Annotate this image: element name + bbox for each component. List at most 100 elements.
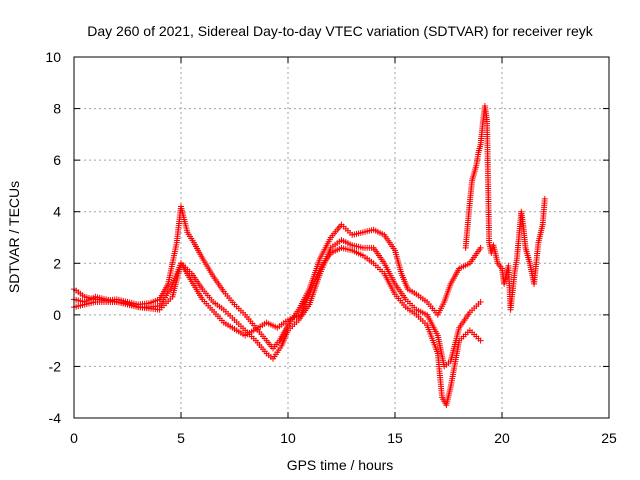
data-point [455, 267, 462, 274]
data-point [390, 289, 397, 296]
data-point [164, 282, 171, 289]
data-point [526, 258, 533, 265]
data-point [283, 324, 290, 331]
data-point [261, 348, 268, 355]
y-tick-label: 6 [53, 152, 61, 168]
data-point [229, 299, 236, 306]
data-point [522, 242, 529, 249]
data-point [133, 303, 140, 310]
data-point [438, 392, 445, 399]
data-point [411, 289, 418, 296]
data-point [240, 325, 247, 332]
x-tick-label: 0 [70, 430, 78, 446]
data-point [401, 294, 408, 301]
y-tick-label: 4 [53, 204, 61, 220]
data-point [326, 236, 333, 243]
data-point [368, 258, 375, 265]
data-point [173, 241, 180, 248]
y-tick-label: -2 [49, 358, 62, 374]
data-point [445, 359, 452, 366]
y-tick-label: 2 [53, 255, 61, 271]
data-points [71, 102, 548, 409]
data-point [455, 326, 462, 333]
y-tick-label: 8 [53, 101, 61, 117]
data-point [336, 238, 343, 245]
data-point [316, 257, 323, 264]
data-point [404, 284, 411, 291]
data-point [475, 335, 482, 342]
data-point [357, 244, 364, 251]
data-point [411, 304, 418, 311]
data-point [229, 314, 236, 321]
data-point [535, 241, 542, 248]
data-point [240, 309, 247, 316]
data-point [347, 241, 354, 248]
y-tick-label: 10 [45, 49, 61, 65]
series-track-c [71, 244, 484, 409]
data-point [497, 263, 504, 270]
data-point [208, 271, 215, 278]
data-point [440, 301, 447, 308]
data-point [421, 320, 428, 327]
data-point [183, 227, 190, 234]
data-point [357, 251, 364, 258]
data-point [218, 305, 225, 312]
data-point [472, 164, 479, 171]
data-point [475, 301, 482, 308]
data-point [494, 258, 501, 265]
data-point [326, 251, 333, 258]
data-point [305, 293, 312, 300]
data-point [477, 143, 484, 150]
data-point [277, 344, 284, 351]
y-axis: -4 -2 0 2 4 6 8 10 [45, 49, 609, 426]
data-point [411, 310, 418, 317]
series-track-b [71, 237, 484, 370]
x-tick-label: 10 [280, 430, 296, 446]
x-axis: 0 5 10 15 20 25 [70, 57, 617, 446]
chart-title: Day 260 of 2021, Sidereal Day-to-day VTE… [87, 23, 593, 39]
data-point [187, 276, 194, 283]
data-point [218, 317, 225, 324]
data-point [154, 297, 161, 304]
x-tick-label: 25 [601, 430, 617, 446]
data-point [189, 237, 196, 244]
data-point [165, 288, 172, 295]
data-point [513, 257, 520, 264]
data-point [282, 318, 289, 325]
data-point [357, 229, 364, 236]
data-point [421, 310, 428, 317]
x-tick-label: 15 [387, 430, 403, 446]
data-point [379, 268, 386, 275]
data-point [198, 284, 205, 291]
data-point [379, 258, 386, 265]
data-point [433, 348, 440, 355]
data-point [79, 292, 86, 299]
data-point [433, 330, 440, 337]
data-point [446, 282, 453, 289]
plot-frame [73, 56, 610, 419]
data-point [198, 294, 205, 301]
data-point [368, 227, 375, 234]
data-point [198, 253, 205, 260]
x-tick-label: 20 [494, 430, 510, 446]
data-point [294, 308, 301, 315]
data-point [397, 268, 404, 275]
data-point [250, 335, 257, 342]
data-point [274, 339, 281, 346]
data-point [154, 306, 161, 313]
data-point [90, 299, 97, 306]
data-point [390, 278, 397, 285]
data-point [541, 197, 548, 204]
data-point [447, 386, 454, 393]
x-tick-label: 5 [177, 430, 185, 446]
data-point [368, 244, 375, 251]
data-point [475, 151, 482, 158]
y-tick-label: -4 [49, 410, 62, 426]
data-point [539, 223, 546, 230]
y-axis-label: SDTVAR / TECUs [6, 181, 22, 293]
data-point [347, 229, 354, 236]
data-point [284, 329, 291, 336]
data-point [316, 267, 323, 274]
x-axis-label: GPS time / hours [287, 457, 394, 473]
